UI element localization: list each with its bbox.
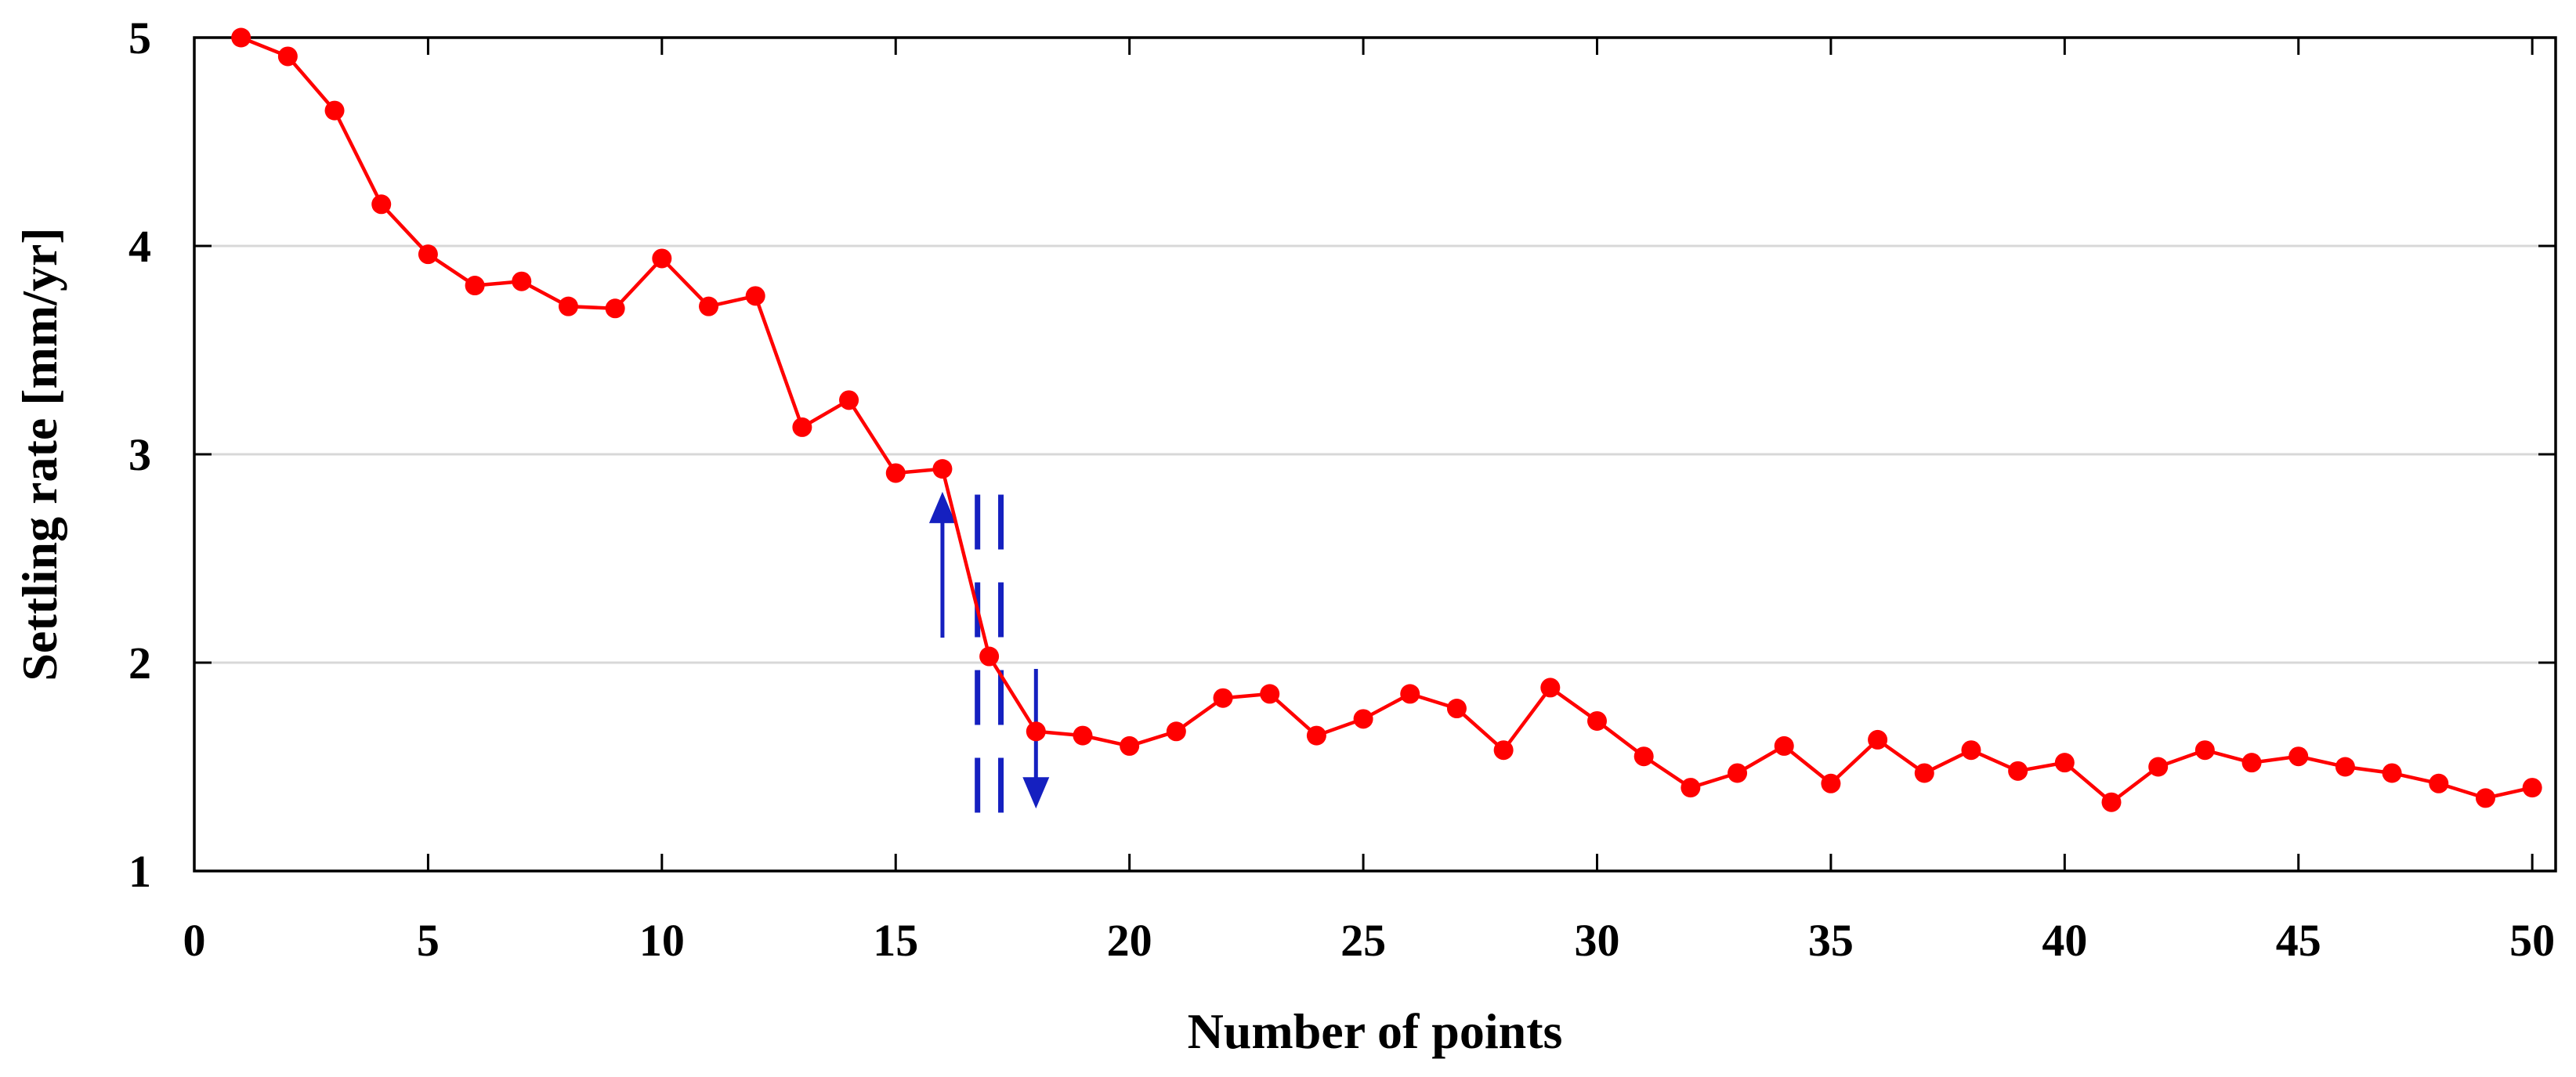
x-tick-label: 35	[1808, 915, 1854, 966]
data-point	[1306, 725, 1326, 746]
data-point	[699, 296, 719, 316]
x-tick-label: 5	[417, 915, 440, 966]
data-point	[1821, 773, 1841, 793]
data-point	[1914, 763, 1934, 783]
data-point	[1586, 710, 1607, 731]
data-point	[1774, 735, 1794, 756]
data-point	[792, 417, 812, 437]
x-tick-label: 30	[1574, 915, 1619, 966]
data-point	[512, 271, 532, 291]
x-tick-label: 15	[873, 915, 918, 966]
data-point	[231, 27, 251, 48]
x-tick-label: 25	[1340, 915, 1386, 966]
data-point	[2054, 753, 2075, 773]
y-tick-label: 5	[128, 13, 151, 63]
data-point	[1166, 721, 1186, 742]
series-line	[240, 35, 2533, 805]
y-tick-label: 4	[128, 221, 151, 272]
data-point	[1540, 678, 1561, 698]
y-axis-label: Settling rate [mm/yr]	[12, 227, 67, 681]
x-tick-label: 0	[183, 915, 206, 966]
data-point	[1073, 725, 1093, 746]
gridlines	[194, 244, 2556, 664]
data-point	[2148, 757, 2169, 777]
data-point	[1213, 688, 1233, 708]
data-point	[2241, 753, 2262, 773]
data-point	[979, 646, 1000, 667]
data-point	[1868, 729, 1888, 750]
data-point	[1493, 740, 1514, 761]
data-point	[1400, 684, 1420, 704]
data-point	[418, 244, 438, 265]
data-point	[558, 296, 578, 316]
y-tick-label: 3	[128, 429, 151, 480]
data-point	[2101, 792, 2122, 812]
data-point	[2194, 740, 2215, 761]
data-point	[1728, 763, 1748, 783]
data-point	[1353, 709, 1373, 729]
y-tick-label: 1	[128, 846, 151, 897]
data-point	[2429, 773, 2449, 793]
data-point	[2382, 763, 2402, 783]
data-point	[465, 276, 485, 296]
x-tick-label: 40	[2042, 915, 2087, 966]
y-tick-label: 2	[128, 638, 151, 688]
data-point	[2475, 788, 2495, 808]
data-point	[745, 286, 765, 306]
x-tick-label: 50	[2509, 915, 2555, 966]
data-point	[2335, 757, 2355, 777]
series	[231, 27, 2542, 812]
data-point	[1446, 699, 1467, 719]
data-point	[1026, 721, 1046, 742]
x-tick-label: 20	[1107, 915, 1152, 966]
data-point	[1260, 684, 1280, 704]
data-point	[1120, 735, 1140, 756]
x-axis-label: Number of points	[1188, 1003, 1563, 1059]
data-point	[885, 463, 906, 483]
data-point	[652, 248, 672, 269]
data-point	[2522, 778, 2542, 798]
data-point	[1961, 740, 1981, 761]
x-tick-label: 45	[2276, 915, 2321, 966]
arrow-up-head	[928, 491, 956, 523]
data-point	[839, 390, 859, 410]
data-point	[277, 46, 298, 67]
data-point	[1681, 778, 1701, 798]
data-point	[2288, 746, 2309, 767]
data-point	[1634, 746, 1654, 767]
data-point	[2008, 761, 2028, 781]
data-point	[932, 459, 953, 479]
data-point	[605, 298, 625, 319]
annotations	[928, 491, 1050, 813]
x-tick-label: 10	[639, 915, 685, 966]
data-point	[324, 100, 345, 121]
data-point	[371, 194, 392, 215]
arrow-down-head	[1022, 777, 1050, 809]
